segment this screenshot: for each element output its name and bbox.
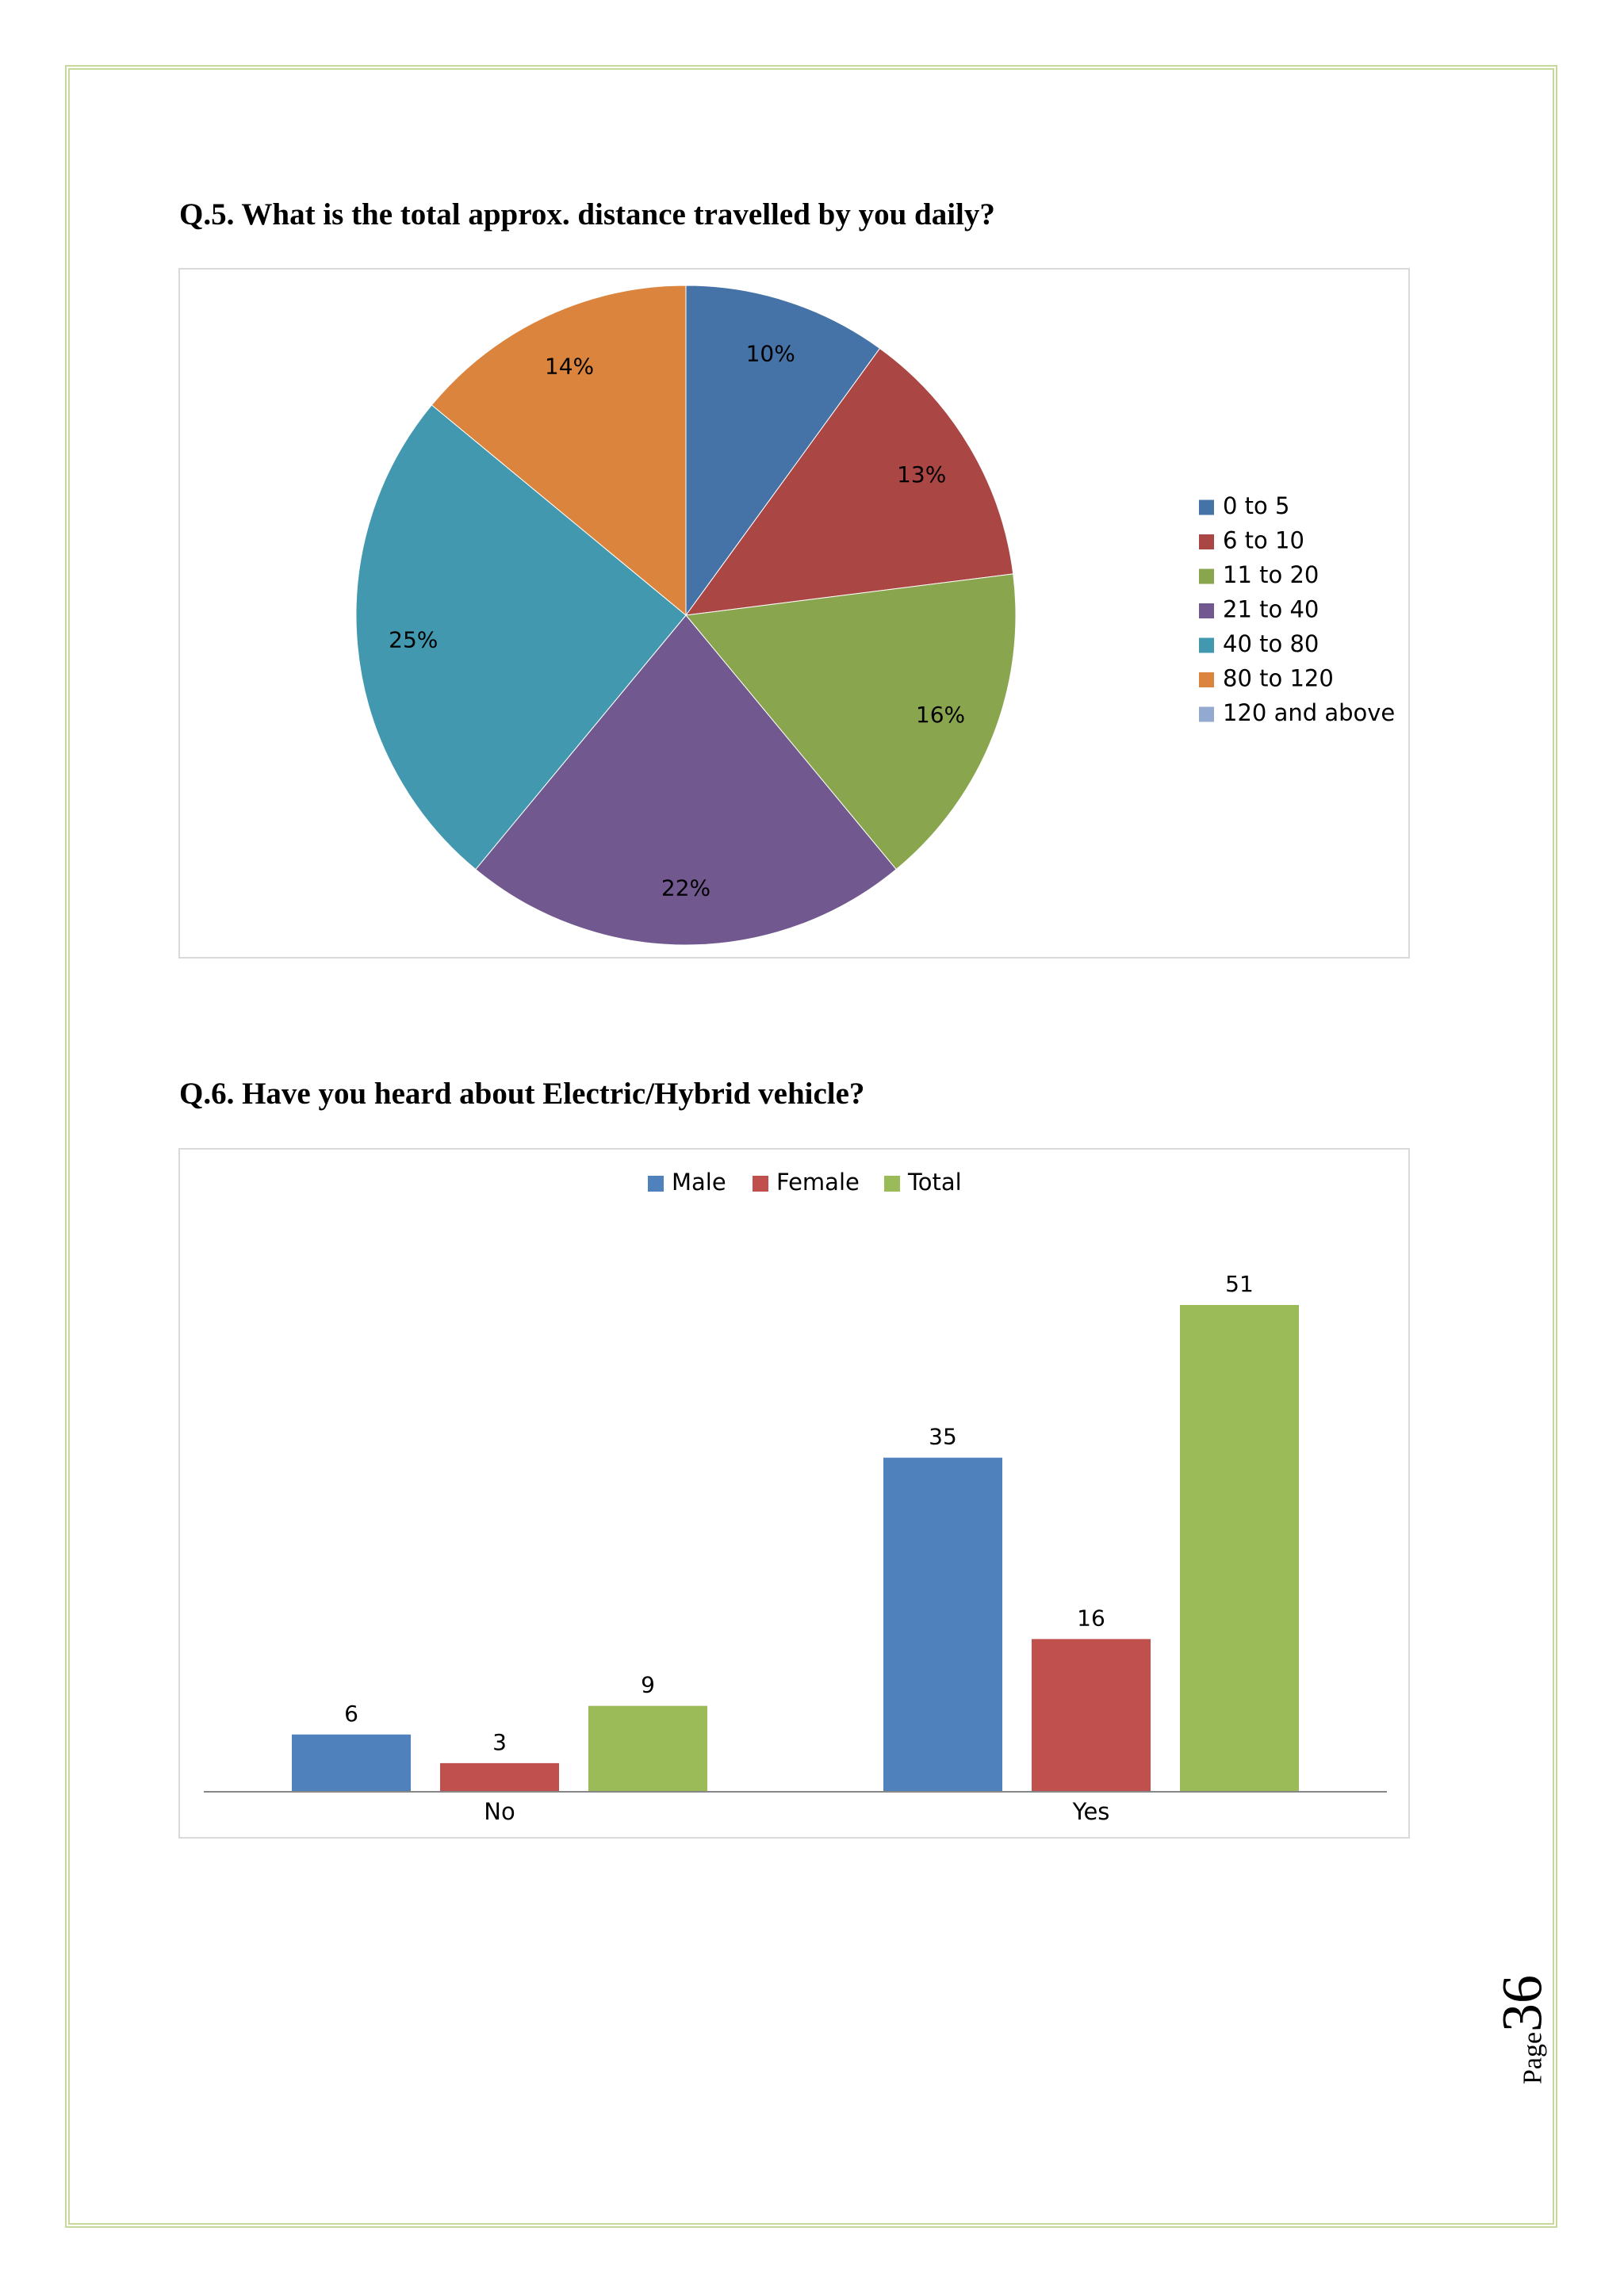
bar-total-yes — [1180, 1305, 1299, 1792]
category-label: Yes — [1072, 1798, 1110, 1825]
page-number: Page36 — [1483, 1966, 1562, 2093]
legend-swatch — [753, 1176, 768, 1192]
legend-label: 0 to 5 — [1223, 492, 1289, 519]
page-number-value: 36 — [1490, 1974, 1554, 2032]
bar-male-no — [292, 1734, 411, 1792]
pie-data-label: 22% — [661, 874, 710, 901]
awareness-bar-chart: Male Female Total 6 3 9 No 35 16 51 Yes — [204, 1169, 1387, 1825]
bar-female-yes — [1032, 1639, 1151, 1792]
legend-label: 6 to 10 — [1223, 527, 1304, 554]
bar-total-no — [588, 1705, 707, 1792]
legend-swatch — [1199, 499, 1214, 515]
legend-label: 21 to 40 — [1223, 596, 1319, 623]
pie-slice-2 — [684, 347, 1014, 616]
pie-chart-box: 10% 13% 16% 22% 25% 14% 0 to 5 6 to 10 11 to 20 2… — [178, 268, 1410, 959]
legend-swatch — [1199, 603, 1214, 618]
legend-swatch — [1199, 706, 1214, 722]
legend-swatch — [1199, 534, 1214, 549]
pie-data-label: 10% — [746, 341, 795, 367]
legend-swatch — [648, 1176, 664, 1192]
bar-data-label: 9 — [641, 1672, 655, 1698]
bar-chart-box: Male Female Total 6 3 9 No 35 16 51 Yes — [178, 1148, 1410, 1839]
legend-swatch — [1199, 672, 1214, 687]
legend-label: 40 to 80 — [1223, 630, 1319, 657]
legend-label: 120 and above — [1223, 699, 1395, 726]
legend-swatch — [1199, 568, 1214, 584]
bar-data-label: 3 — [492, 1729, 507, 1755]
pie-data-label: 13% — [897, 461, 946, 488]
pie-slice-5 — [355, 404, 687, 871]
bar-data-label: 51 — [1225, 1271, 1254, 1297]
pie-data-label: 25% — [389, 627, 438, 653]
legend-label: 11 to 20 — [1223, 561, 1319, 588]
q6-question: Q.6. Have you heard about Electric/Hybri… — [179, 1077, 865, 1111]
legend-label: Total — [907, 1169, 962, 1196]
legend-label: 80 to 120 — [1223, 665, 1334, 692]
q5-question: Q.5. What is the total approx. distance … — [179, 197, 995, 232]
legend-label: Female — [776, 1169, 860, 1196]
page-border — [65, 65, 1557, 2228]
category-label: No — [484, 1798, 515, 1825]
legend-label: Male — [672, 1169, 726, 1196]
pie-slice-1 — [685, 285, 881, 617]
bar-data-label: 6 — [344, 1701, 358, 1727]
pie-data-label: 14% — [545, 354, 594, 380]
bar-data-label: 16 — [1077, 1605, 1105, 1631]
legend-swatch — [884, 1176, 900, 1192]
pie-slice-4 — [475, 614, 897, 946]
legend-swatch — [1199, 637, 1214, 653]
bar-data-label: 35 — [929, 1424, 957, 1450]
bar-female-no — [440, 1762, 559, 1792]
bar-male-yes — [883, 1457, 1002, 1792]
pie-data-label: 16% — [916, 702, 965, 728]
pie-slice-6 — [431, 285, 687, 617]
page-number-prefix: Page — [1518, 2031, 1548, 2085]
distance-pie-chart: 10% 13% 16% 22% 25% 14% 0 to 5 6 to 10 11 to 20 2… — [355, 285, 1395, 946]
pie-slice-3 — [685, 573, 1017, 871]
